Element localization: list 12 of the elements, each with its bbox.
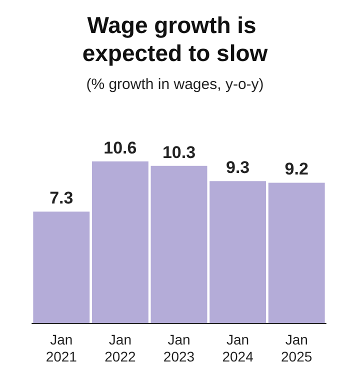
chart-title: Wage growth is expected to slow (82, 12, 268, 66)
data-label: 7.3 (50, 188, 74, 208)
x-tick-label: Jan 2025 (281, 332, 312, 364)
x-tick-label: Jan 2022 (104, 332, 136, 364)
data-label: 9.3 (226, 158, 250, 178)
data-label: 9.2 (284, 160, 308, 179)
data-label: 10.6 (104, 138, 137, 158)
x-tick-label: Jan 2024 (222, 332, 254, 364)
x-tick-label: Jan 2023 (163, 332, 195, 364)
x-tick-label: Jan 2021 (46, 332, 78, 364)
chart-subtitle: (% growth in wages, y-o-y) (86, 76, 264, 93)
data-label: 10.3 (162, 142, 196, 162)
